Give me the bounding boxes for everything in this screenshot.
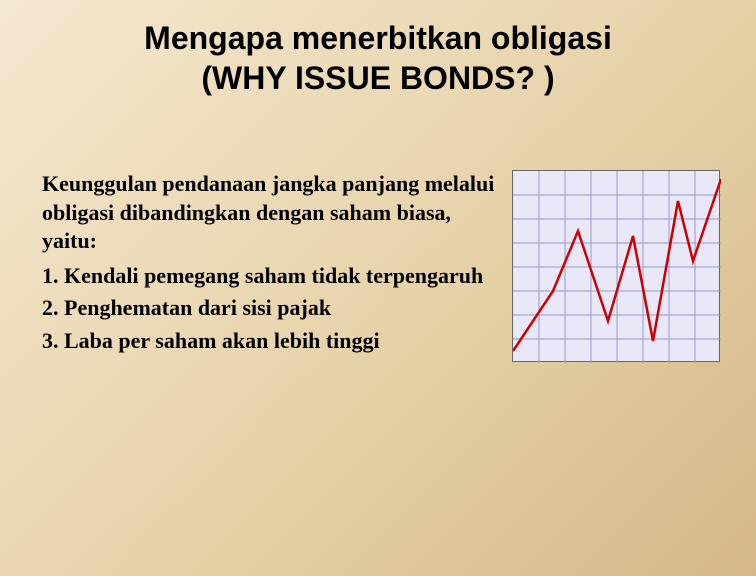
point-2: 2. Penghematan dari sisi pajak [42,294,506,323]
chart-svg [513,171,721,363]
intro-text: Keunggulan pendanaan jangka panjang mela… [42,170,506,256]
body-text: Keunggulan pendanaan jangka panjang mela… [42,170,506,360]
trend-chart [512,170,720,362]
title-line-1: Mengapa menerbitkan obligasi [40,18,716,58]
point-1: 1. Kendali pemegang saham tidak terpenga… [42,262,506,291]
point-3: 3. Laba per saham akan lebih tinggi [42,327,506,356]
slide-title: Mengapa menerbitkan obligasi (WHY ISSUE … [0,0,756,98]
chart-grid [513,171,721,363]
title-line-2: (WHY ISSUE BONDS? ) [40,58,716,98]
